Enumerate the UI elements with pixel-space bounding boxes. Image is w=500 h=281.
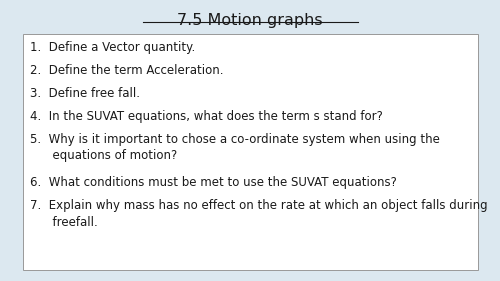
Text: equations of motion?: equations of motion?: [30, 149, 177, 162]
Text: 7.5 Motion graphs: 7.5 Motion graphs: [177, 13, 323, 28]
Text: 6.  What conditions must be met to use the SUVAT equations?: 6. What conditions must be met to use th…: [30, 176, 397, 189]
Text: 3.  Define free fall.: 3. Define free fall.: [30, 87, 140, 99]
Text: freefall.: freefall.: [30, 216, 98, 229]
Text: 5.  Why is it important to chose a co-ordinate system when using the: 5. Why is it important to chose a co-ord…: [30, 133, 440, 146]
Text: 4.  In the SUVAT equations, what does the term s stand for?: 4. In the SUVAT equations, what does the…: [30, 110, 383, 123]
FancyBboxPatch shape: [22, 34, 477, 270]
Text: 1.  Define a Vector quantity.: 1. Define a Vector quantity.: [30, 41, 195, 54]
Text: 7.  Explain why mass has no effect on the rate at which an object falls during: 7. Explain why mass has no effect on the…: [30, 199, 488, 212]
Text: 2.  Define the term Acceleration.: 2. Define the term Acceleration.: [30, 64, 224, 77]
